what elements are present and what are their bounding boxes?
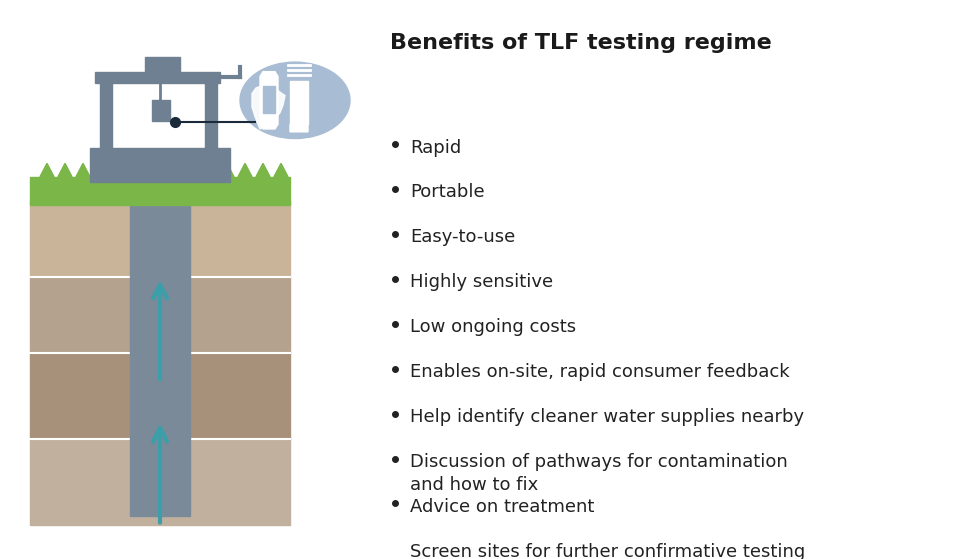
- Bar: [30, 277, 290, 353]
- Polygon shape: [202, 163, 216, 177]
- Text: Enables on-site, rapid consumer feedback: Enables on-site, rapid consumer feedback: [410, 363, 790, 381]
- Polygon shape: [252, 86, 285, 129]
- FancyBboxPatch shape: [290, 124, 308, 132]
- Ellipse shape: [240, 62, 350, 139]
- Bar: [145, 58, 180, 77]
- Polygon shape: [94, 163, 108, 177]
- Text: Discussion of pathways for contamination
and how to fix: Discussion of pathways for contamination…: [410, 453, 788, 495]
- Text: Portable: Portable: [410, 183, 485, 201]
- Polygon shape: [220, 163, 234, 177]
- Text: Highly sensitive: Highly sensitive: [410, 273, 553, 291]
- Text: Screen sites for further confirmative testing: Screen sites for further confirmative te…: [410, 543, 805, 559]
- Bar: [90, 148, 230, 182]
- Polygon shape: [166, 163, 180, 177]
- Polygon shape: [58, 163, 72, 177]
- Bar: [30, 353, 290, 439]
- Bar: [95, 72, 220, 83]
- Polygon shape: [76, 163, 90, 177]
- Bar: [263, 86, 275, 113]
- Bar: [30, 439, 290, 525]
- Text: Help identify cleaner water supplies nearby: Help identify cleaner water supplies nea…: [410, 408, 804, 426]
- Bar: [100, 77, 112, 153]
- Polygon shape: [184, 163, 198, 177]
- Bar: [30, 201, 290, 277]
- Bar: [30, 177, 290, 205]
- Bar: [152, 100, 170, 121]
- Text: Rapid: Rapid: [410, 139, 461, 157]
- Text: Low ongoing costs: Low ongoing costs: [410, 318, 576, 336]
- Polygon shape: [130, 163, 144, 177]
- Text: Advice on treatment: Advice on treatment: [410, 498, 594, 516]
- Polygon shape: [238, 163, 252, 177]
- Polygon shape: [256, 163, 270, 177]
- Polygon shape: [260, 72, 278, 129]
- Polygon shape: [40, 163, 54, 177]
- Polygon shape: [274, 163, 288, 177]
- Text: Easy-to-use: Easy-to-use: [410, 228, 516, 247]
- Bar: [205, 77, 217, 153]
- Polygon shape: [148, 163, 162, 177]
- Bar: [290, 81, 308, 124]
- Text: Benefits of TLF testing regime: Benefits of TLF testing regime: [390, 34, 772, 54]
- Bar: [130, 201, 190, 516]
- Polygon shape: [112, 163, 126, 177]
